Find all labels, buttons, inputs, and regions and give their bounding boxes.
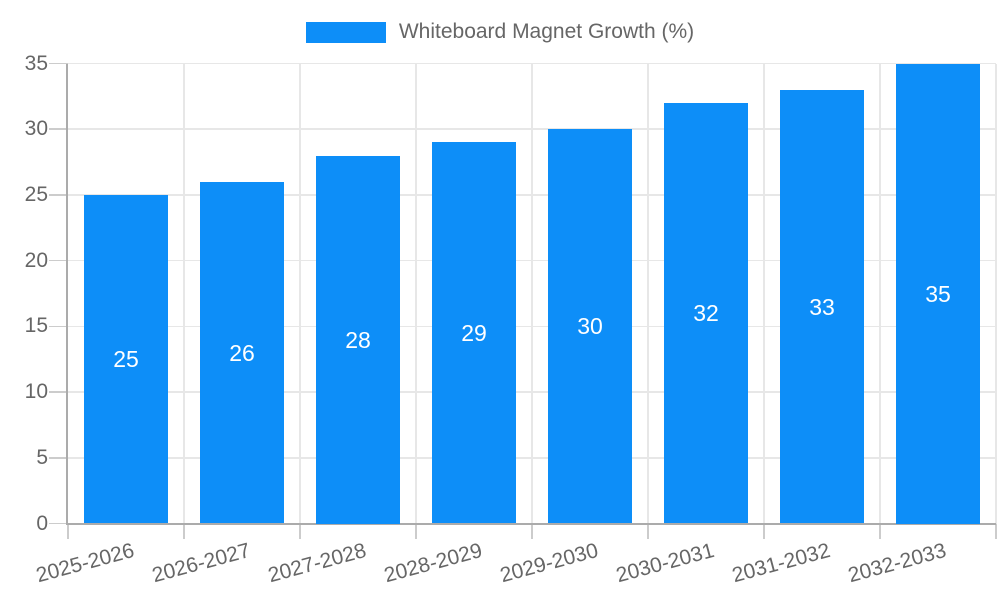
bar[interactable]: 30 <box>548 129 632 524</box>
x-axis-label: 2026-2027 <box>149 538 253 587</box>
x-axis-label: 2030-2031 <box>613 538 717 587</box>
y-axis-tick <box>49 259 68 262</box>
y-axis-label: 35 <box>24 51 48 75</box>
x-axis-tick <box>995 523 997 539</box>
x-axis-tick <box>183 523 185 539</box>
y-axis-label: 15 <box>24 314 48 338</box>
bar-value-label: 28 <box>345 326 371 353</box>
x-axis-tick <box>67 523 69 539</box>
x-axis-label: 2027-2028 <box>265 538 369 587</box>
x-axis-label: 2028-2029 <box>381 538 485 587</box>
bar[interactable]: 25 <box>84 194 168 524</box>
x-axis-tick <box>879 523 881 539</box>
y-axis-label: 0 <box>36 511 48 535</box>
x-axis-tick <box>415 523 417 539</box>
x-axis-tick <box>531 523 533 539</box>
gridline-vertical <box>183 63 185 524</box>
y-axis-label: 20 <box>24 248 48 272</box>
bar-value-label: 32 <box>693 300 719 327</box>
legend-swatch <box>305 21 386 43</box>
y-axis-tick <box>49 194 68 196</box>
y-axis-tick <box>49 391 68 393</box>
bar-value-label: 25 <box>113 346 139 373</box>
x-axis-line <box>66 523 996 525</box>
x-axis-label: 2032-2033 <box>845 538 949 587</box>
x-axis-tick <box>299 523 301 539</box>
bar[interactable]: 26 <box>200 181 284 524</box>
bar-value-label: 29 <box>461 319 487 346</box>
y-axis-tick <box>49 128 68 130</box>
bar[interactable]: 33 <box>780 89 864 524</box>
gridline-vertical <box>879 63 881 524</box>
bar[interactable]: 29 <box>432 142 516 524</box>
x-axis-label: 2031-2032 <box>729 538 833 587</box>
legend-item[interactable]: Whiteboard Magnet Growth (%) <box>0 15 1000 49</box>
gridline-vertical <box>647 63 649 524</box>
y-axis-tick <box>49 62 68 65</box>
bar[interactable]: 32 <box>664 102 748 524</box>
x-axis-label: 2025-2026 <box>33 538 137 587</box>
y-axis-label: 5 <box>36 445 48 469</box>
gridline-vertical <box>531 63 533 524</box>
bar-value-label: 30 <box>577 313 603 340</box>
x-axis-tick <box>647 523 649 539</box>
legend-label: Whiteboard Magnet Growth (%) <box>398 20 695 43</box>
y-axis-line <box>66 63 68 524</box>
y-axis-label: 30 <box>24 117 48 141</box>
bar-value-label: 33 <box>809 293 835 320</box>
x-axis-tick <box>763 523 765 539</box>
y-axis-tick <box>49 522 68 525</box>
y-axis-tick <box>49 325 68 328</box>
bar[interactable]: 35 <box>896 63 980 524</box>
x-axis-label: 2029-2030 <box>497 538 601 587</box>
gridline-vertical <box>763 63 765 524</box>
bar[interactable]: 28 <box>316 155 400 524</box>
gridline-vertical <box>299 63 301 524</box>
y-axis-label: 10 <box>24 380 48 404</box>
bar-value-label: 35 <box>925 280 951 307</box>
bar-value-label: 26 <box>229 339 255 366</box>
y-axis-label: 25 <box>24 182 48 206</box>
gridline-vertical <box>995 63 997 524</box>
y-axis-tick <box>49 457 68 459</box>
gridline-vertical <box>415 63 417 524</box>
